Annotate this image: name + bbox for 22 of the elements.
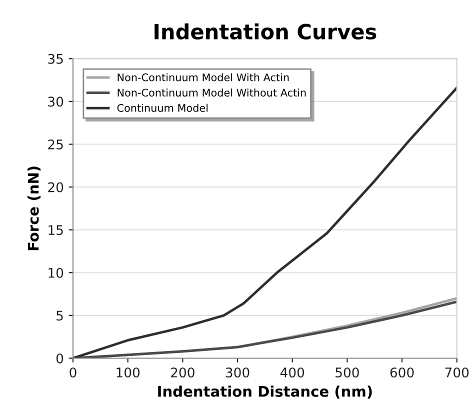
x-tick-label: 100 — [116, 368, 140, 378]
x-tick-label: 500 — [336, 368, 359, 378]
chart-title: Indentation Curves — [154, 23, 376, 40]
x-tick-label: 300 — [226, 368, 250, 378]
legend-label: Continuum Model — [117, 104, 208, 112]
legend-label: Non-Continuum Model Without Actin — [118, 88, 306, 97]
y-tick-label: 25 — [48, 139, 63, 150]
y-tick-label: 10 — [48, 268, 64, 278]
x-tick-label: 400 — [280, 368, 304, 378]
y-tick-label: 0 — [56, 353, 64, 364]
y-tick-label: 5 — [56, 310, 63, 321]
legend-label: Non-Continuum Model With Actin — [118, 73, 289, 82]
y-axis-title: Force (nN) — [28, 166, 41, 250]
x-axis-title: Indentation Distance (nm) — [158, 386, 372, 399]
y-tick-label: 35 — [48, 54, 63, 64]
x-tick-label: 200 — [171, 368, 194, 378]
x-tick-label: 600 — [390, 368, 414, 378]
y-tick-label: 30 — [48, 96, 64, 107]
x-tick-label: 700 — [445, 368, 469, 378]
x-tick-label: 0 — [70, 368, 76, 378]
y-tick-label: 15 — [48, 225, 63, 236]
y-tick-label: 20 — [48, 182, 64, 192]
